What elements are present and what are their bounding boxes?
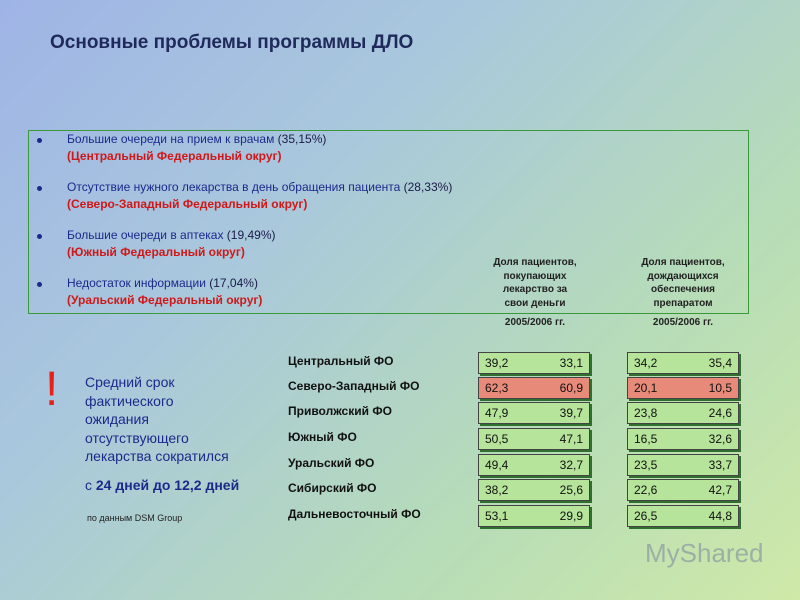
- bullet-dot: [37, 138, 42, 143]
- header-line: лекарство за: [502, 284, 568, 295]
- value-cell: 16,5 32,6: [627, 428, 739, 450]
- column-header: Доля пациентов, дождающихся обеспечения пре…: [623, 256, 743, 310]
- value: 32,6: [708, 432, 732, 446]
- bullet-pct: (17,04%): [209, 276, 258, 290]
- note-line: фактического: [85, 392, 174, 409]
- value: 35,4: [708, 356, 732, 370]
- value: 42,7: [708, 483, 732, 497]
- value: 39,2: [485, 356, 509, 370]
- bullet-region: (Уральский Федеральный округ): [67, 293, 263, 307]
- value-cell: 47,9 39,7: [478, 402, 590, 424]
- bullet-main: Большие очереди в аптеках: [67, 228, 224, 242]
- value: 44,8: [708, 509, 732, 523]
- value: 49,4: [485, 458, 509, 472]
- value-cell: 22,6 42,7: [627, 479, 739, 501]
- value: 50,5: [485, 432, 509, 446]
- bullet-main: Отсутствие нужного лекарства в день обра…: [67, 180, 401, 194]
- value: 16,5: [634, 432, 658, 446]
- note-line: отсутствующего: [85, 429, 189, 446]
- value-cell: 23,5 33,7: [627, 454, 739, 476]
- value: 47,1: [559, 432, 583, 446]
- bullet-text: Недостаток информации (17,04%): [67, 276, 258, 290]
- value: 20,1: [634, 381, 658, 395]
- value: 29,9: [559, 509, 583, 523]
- value: 47,9: [485, 406, 509, 420]
- value: 25,6: [559, 483, 583, 497]
- bullet-pct: (28,33%): [403, 180, 453, 194]
- value: 22,6: [634, 483, 658, 497]
- bullet-dot: [37, 234, 42, 239]
- region-label: Центральный ФО: [288, 354, 394, 368]
- bullet-text: Большие очереди на прием к врачам (35,15…: [67, 132, 326, 146]
- title: Основные проблемы программы ДЛО: [50, 32, 414, 53]
- value: 39,7: [559, 406, 583, 420]
- note-line: ожидания: [85, 411, 149, 427]
- note-emphasis: с 24 дней до 12,2 дней: [85, 477, 239, 493]
- column-period: 2005/2006 гг.: [652, 317, 714, 328]
- value: 26,5: [634, 509, 658, 523]
- bullet-pct: (35,15%): [277, 132, 327, 146]
- value: 60,9: [559, 381, 583, 395]
- header-line: свои деньги: [504, 297, 566, 309]
- header-line: Доля пациентов,: [493, 257, 577, 268]
- header-line: обеспечения: [650, 284, 716, 295]
- value-cell: 53,1 29,9: [478, 505, 590, 527]
- value-cell: 26,5 44,8: [627, 505, 739, 527]
- header-line: дождающихся: [647, 270, 719, 282]
- value: 23,8: [634, 406, 658, 420]
- value: 33,7: [708, 458, 732, 472]
- region-label: Уральский ФО: [288, 456, 375, 470]
- region-label: Дальневосточный ФО: [288, 507, 421, 521]
- bullet-region: (Северо-Западный Федеральный округ): [67, 197, 308, 211]
- value-cell: 23,8 24,6: [627, 402, 739, 424]
- note-prefix: с: [85, 477, 92, 493]
- column-period: 2005/2006 гг.: [504, 317, 566, 328]
- bullet-dot: [37, 282, 42, 287]
- bullet-text: Отсутствие нужного лекарства в день обра…: [67, 180, 452, 194]
- value: 53,1: [485, 509, 509, 523]
- watermark: MyShared: [645, 538, 764, 568]
- value: 23,5: [634, 458, 658, 472]
- exclamation: !: [45, 363, 59, 416]
- bullet-main: Недостаток информации: [67, 276, 206, 290]
- bullet-region: (Центральный Федеральный округ): [67, 149, 282, 163]
- value: 33,1: [559, 356, 583, 370]
- bullet-text: Большие очереди в аптеках (19,49%): [67, 228, 276, 242]
- problems-box: [28, 130, 749, 314]
- header-line: препаратом: [653, 297, 713, 309]
- note-line: Средний срок: [85, 374, 175, 390]
- value-cell: 50,5 47,1: [478, 428, 590, 450]
- source: по данным DSM Group: [87, 513, 183, 523]
- bullet-region: (Южный Федеральный округ): [67, 245, 245, 259]
- bullet-dot: [37, 186, 42, 191]
- value-cell: 62,3 60,9: [478, 377, 590, 399]
- value: 38,2: [485, 483, 509, 497]
- value-cell: 38,2 25,6: [478, 479, 590, 501]
- header-line: Доля пациентов,: [641, 257, 725, 268]
- region-label: Сибирский ФО: [288, 481, 377, 495]
- value-cell: 49,4 32,7: [478, 454, 590, 476]
- value: 10,5: [708, 381, 732, 395]
- value: 32,7: [559, 458, 583, 472]
- region-label: Южный ФО: [288, 430, 357, 444]
- note-line: лекарства сократился: [85, 448, 229, 464]
- bullet-pct: (19,49%): [226, 228, 276, 242]
- region-label: Северо-Западный ФО: [288, 379, 420, 393]
- header-line: покупающих: [503, 270, 567, 282]
- value-cell: 34,2 35,4: [627, 352, 739, 374]
- value-cell: 20,1 10,5: [627, 377, 739, 399]
- value: 34,2: [634, 356, 658, 370]
- value: 62,3: [485, 381, 509, 395]
- value: 24,6: [708, 406, 732, 420]
- column-header: Доля пациентов, покупающих лекарство за сво…: [475, 256, 595, 310]
- value-cell: 39,2 33,1: [478, 352, 590, 374]
- bullet-main: Большие очереди на прием к врачам: [67, 132, 275, 146]
- region-label: Приволжский ФО: [288, 404, 392, 418]
- note-bold: 24 дней до 12,2 дней: [95, 477, 240, 493]
